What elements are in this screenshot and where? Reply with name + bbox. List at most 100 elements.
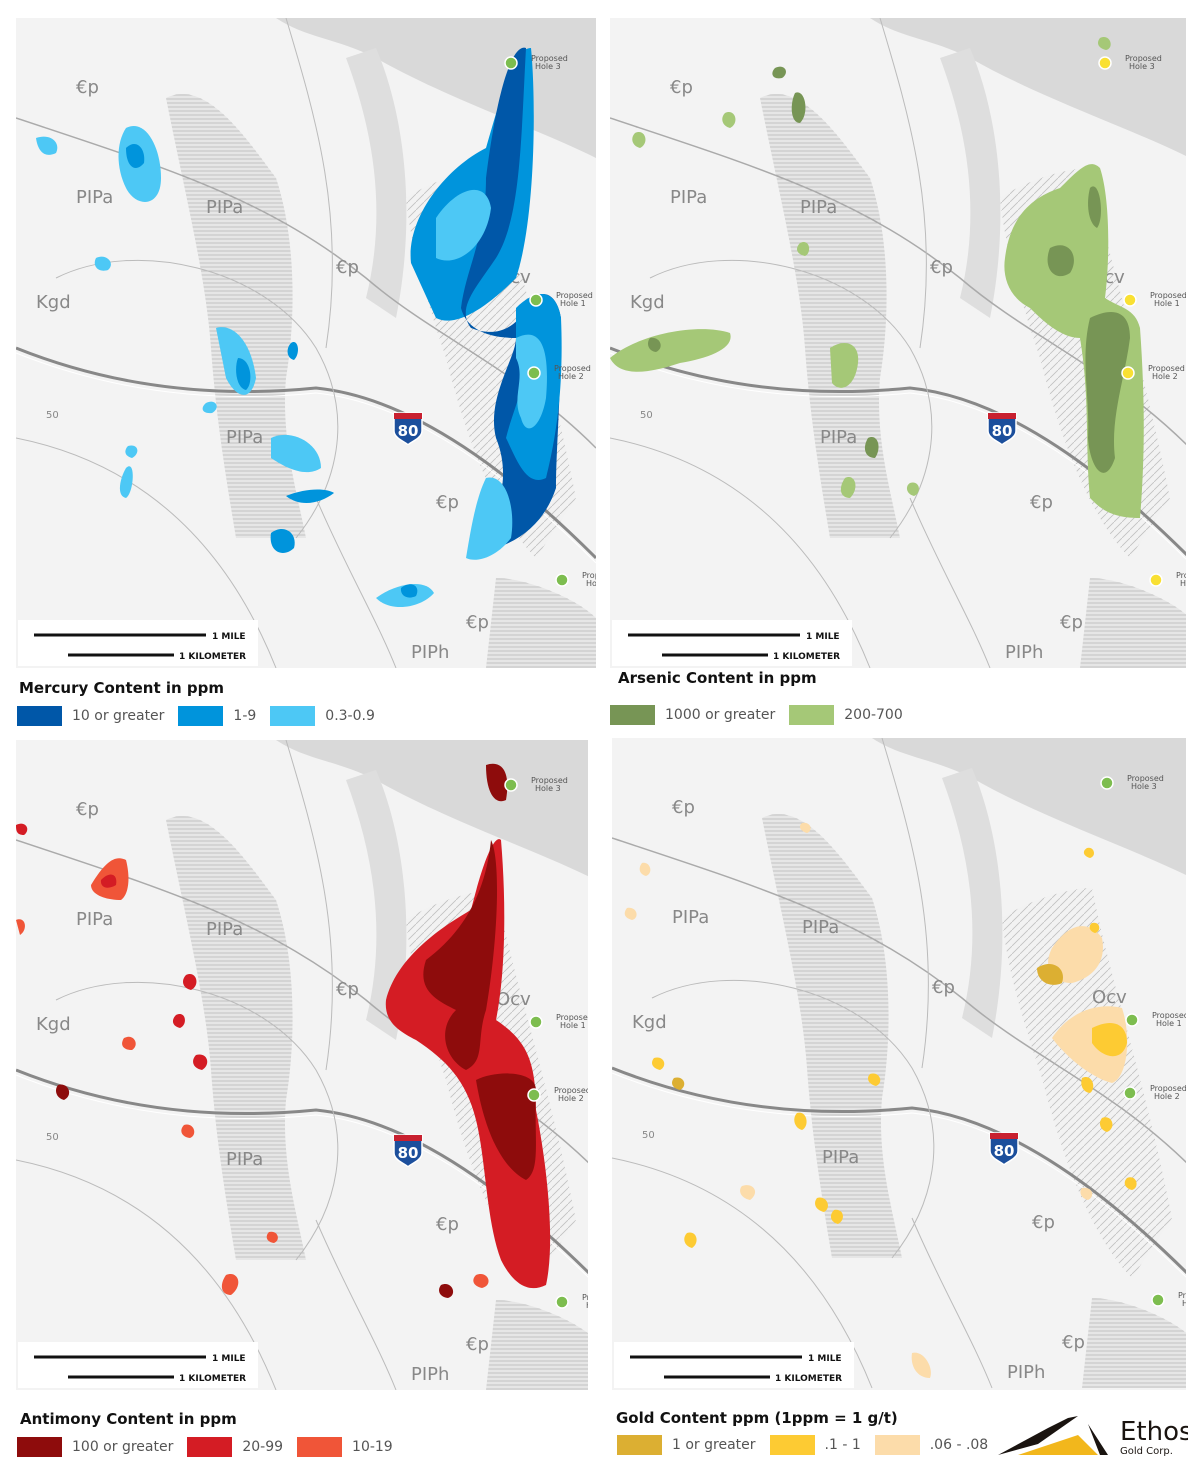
anomaly-100-or-greater <box>439 1283 454 1298</box>
anomaly-200-700 <box>722 111 736 128</box>
interstate-80-shield-icon: 80 <box>987 412 1017 446</box>
stratified-unit-pph <box>486 1300 588 1390</box>
anomaly--06-08 <box>911 1352 931 1378</box>
proposed-hole-2-marker <box>527 1088 541 1102</box>
proposed-hole-4-marker <box>555 573 569 587</box>
geologic-label-cp: €p <box>336 979 359 1000</box>
anomaly-100-or-greater <box>476 1073 536 1180</box>
anomaly--1-1 <box>1124 1177 1137 1190</box>
mercury-legend-title: Mercury Content in ppm <box>19 679 225 697</box>
anomaly-100-or-greater <box>423 840 498 1070</box>
geologic-label-cp: €p <box>76 799 99 820</box>
anomaly-1-9 <box>400 584 418 598</box>
legend-label: 0.3-0.9 <box>325 708 375 724</box>
proposed-hole-4-label: Hole 4 <box>586 1301 588 1310</box>
gold-legend-title: Gold Content ppm (1ppm = 1 g/t) <box>616 1409 898 1427</box>
anomaly-200-700 <box>840 477 856 498</box>
proposed-hole-3-label: Proposed <box>1127 774 1164 783</box>
anomaly-1000-or-greater <box>864 437 879 458</box>
contour-line <box>612 1157 873 1389</box>
proposed-hole-1-marker <box>529 1015 543 1029</box>
legend-label: 10 or greater <box>72 708 165 724</box>
ethos-logo-mark: Ethos Gold Corp. <box>998 1416 1193 1457</box>
scale-bar-box <box>614 1342 854 1388</box>
proposed-hole-2-label: Proposed <box>554 364 591 373</box>
proposed-hole-4-label: Proposed <box>582 1293 588 1302</box>
contour-line <box>649 259 933 539</box>
anomaly-1000-or-greater <box>648 337 661 352</box>
proposed-hole-4-marker <box>1149 573 1163 587</box>
shield-banner <box>394 1135 422 1141</box>
anomaly-1-9 <box>286 489 334 504</box>
stratified-unit-ppa <box>760 94 900 538</box>
geologic-label-cp: €p <box>932 977 955 998</box>
proposed-hole-2-label: Proposed <box>1150 1084 1186 1093</box>
geologic-base-map: €pPIPaPIPa€pKgdPIPaOcv€pPIPh€p5080Propos… <box>16 18 596 668</box>
legend-swatch <box>270 706 316 726</box>
anomaly--06-08 <box>740 1185 756 1200</box>
shaded-unit <box>870 18 1186 157</box>
geologic-label-contour: 50 <box>46 410 59 421</box>
mercury-map-panel: €pPIPaPIPa€pKgdPIPaOcv€pPIPh€p5080Propos… <box>16 18 596 668</box>
geologic-label-cp: €p <box>466 1334 489 1355</box>
legend-swatch <box>187 1437 233 1457</box>
proposed-hole-4-label: Proposed <box>582 571 596 580</box>
anomaly--1-1 <box>1089 922 1100 933</box>
geologic-label-cp: €p <box>672 797 695 818</box>
legend-label: 10-19 <box>352 1439 393 1455</box>
anomaly-1000-or-greater <box>1047 245 1074 277</box>
antimony-legend-title: Antimony Content in ppm <box>20 1410 237 1428</box>
anomaly--1-1 <box>815 1197 828 1212</box>
scale-bar-box <box>18 1342 258 1388</box>
proposed-hole-1-label: Proposed <box>556 291 593 300</box>
stratified-unit-ppa <box>762 814 902 1258</box>
stratified-unit-pph <box>1082 1298 1186 1388</box>
geologic-label-cp: €p <box>930 257 953 278</box>
anomaly-1-9 <box>126 143 145 168</box>
anomaly-0-3-0-9 <box>94 256 111 271</box>
proposed-hole-2-marker <box>1123 1086 1137 1100</box>
scale-bar-box <box>612 620 852 666</box>
shaded-unit <box>276 18 596 158</box>
anomaly-200-700 <box>906 482 919 496</box>
geologic-label-ppa: PIPa <box>800 197 837 218</box>
proposed-hole-4-label: Proposed <box>1178 1291 1186 1300</box>
proposed-hole-3-label: Proposed <box>531 54 568 63</box>
legend-label: 1000 or greater <box>665 707 776 723</box>
proposed-hole-4-marker <box>555 1295 569 1309</box>
legend-swatch <box>17 1437 62 1457</box>
geologic-label-pph: PIPh <box>411 642 449 663</box>
proposed-hole-4-marker <box>1151 1293 1165 1307</box>
geologic-label-contour: 50 <box>642 1130 655 1141</box>
shaded-unit <box>346 48 407 318</box>
geologic-base-map: €pPIPaPIPa€pKgdPIPaOcv€pPIPh€p5080Propos… <box>610 18 1186 668</box>
proposed-hole-3-marker <box>504 778 518 792</box>
geologic-label-ocv: Ocv <box>1092 987 1127 1008</box>
legend-label: .1 - 1 <box>824 1437 861 1453</box>
interstate-number: 80 <box>992 422 1013 440</box>
anomaly-200-700 <box>610 329 731 372</box>
geologic-label-ppa: PIPa <box>206 919 243 940</box>
geologic-label-ppa: PIPa <box>206 197 243 218</box>
arsenic-map-panel: €p PIPa PIPa €p Kgd PIPa Ocv €p PIPh €p 50 80 Propos… <box>610 18 1186 668</box>
geologic-label-ocv: Ocv <box>496 989 531 1010</box>
anomaly-1-9 <box>287 341 298 360</box>
anomaly-1000-or-greater <box>772 66 786 79</box>
stratified-unit-pph <box>486 578 596 668</box>
proposed-hole-3-label: Proposed <box>1125 54 1162 63</box>
geologic-label-cp: €p <box>336 257 359 278</box>
anomaly-0-3-0-9 <box>516 334 547 429</box>
proposed-hole-3-label: Hole 3 <box>535 784 561 793</box>
shaded-unit <box>346 770 407 1040</box>
anomaly--06-08 <box>639 862 651 876</box>
scale-mile-label: 1 MILE <box>212 1354 246 1364</box>
proposed-hole-3-label: Hole 3 <box>1129 62 1155 71</box>
anomaly-20-99 <box>193 1054 208 1070</box>
road-center <box>612 1072 1186 1278</box>
proposed-hole-4-label: Hole 4 <box>1182 1299 1186 1308</box>
geologic-label-contour: 50 <box>640 410 653 421</box>
proposed-hole-2-label: Proposed <box>554 1086 588 1095</box>
geologic-label-contour: 50 <box>46 1132 59 1143</box>
geologic-label-cp: €p <box>1032 1212 1055 1233</box>
proposed-hole-3-label: Hole 3 <box>1131 782 1157 791</box>
